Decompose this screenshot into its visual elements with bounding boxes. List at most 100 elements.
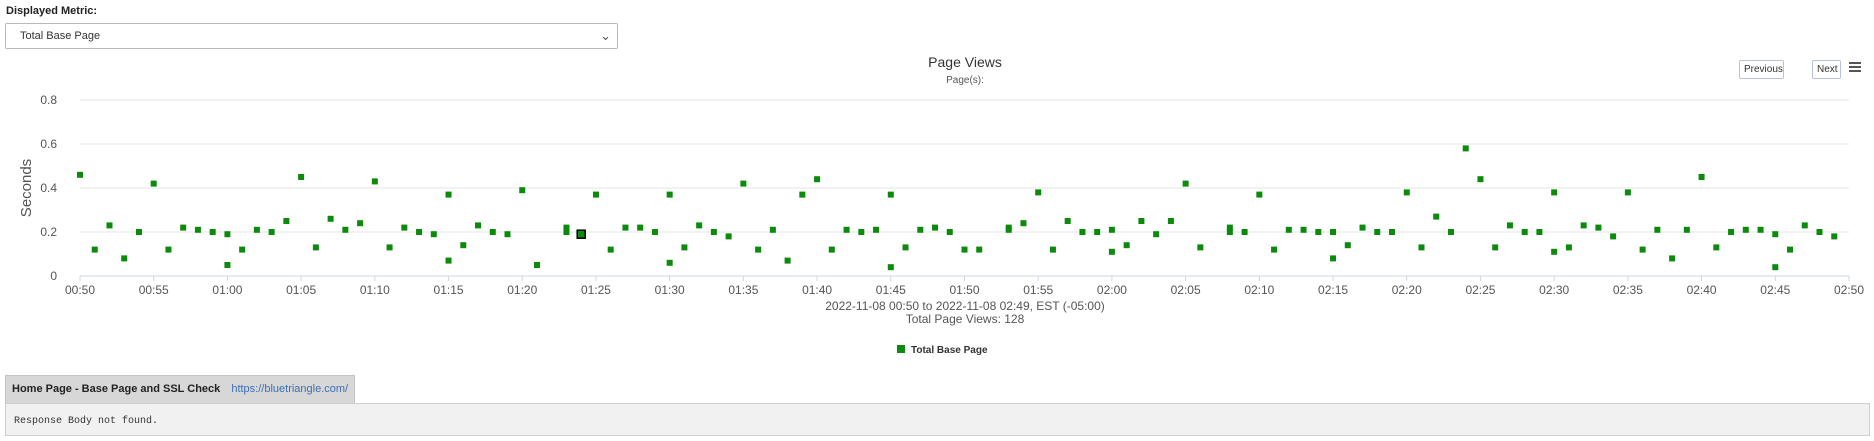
data-point (121, 255, 128, 262)
data-point (932, 224, 939, 231)
x-tick-label: 01:10 (360, 283, 390, 297)
data-point (666, 191, 673, 198)
data-point (1330, 255, 1337, 262)
menu-icon[interactable] (1849, 62, 1861, 72)
detail-tab-url-link[interactable]: https://bluetriangle.com/ (231, 383, 349, 395)
data-point (371, 178, 378, 185)
x-tick-label: 01:15 (434, 283, 464, 297)
data-point (1492, 244, 1499, 251)
data-point (1167, 218, 1174, 224)
detail-tab[interactable]: Home Page - Base Page and SSL Check http… (5, 375, 356, 403)
data-point (710, 229, 717, 235)
data-point (504, 231, 511, 238)
x-tick-label: 01:30 (655, 283, 685, 297)
data-point (563, 224, 570, 231)
data-point (1654, 226, 1661, 233)
data-point (696, 222, 703, 229)
data-point (533, 262, 540, 268)
chart-subtitle: Page(s): (946, 75, 984, 86)
data-point (681, 244, 688, 251)
data-point (312, 244, 319, 251)
data-point (1138, 218, 1145, 224)
data-point (1300, 226, 1307, 233)
data-point (1374, 229, 1381, 235)
data-point (1551, 248, 1558, 255)
next-button[interactable]: Next (1812, 60, 1841, 79)
previous-button[interactable]: Previous (1739, 60, 1784, 79)
data-point (1536, 229, 1543, 235)
x-tick-label: 02:30 (1539, 283, 1569, 297)
data-point (1108, 248, 1115, 255)
data-point (858, 229, 865, 235)
data-point (1197, 244, 1204, 251)
data-point (666, 259, 673, 266)
data-point (1064, 218, 1071, 224)
data-point (1683, 226, 1690, 233)
y-tick-label: 0 (50, 269, 57, 283)
metric-select[interactable]: Total Base Page ⌄ (5, 23, 618, 49)
x-axis-label: 2022-11-08 00:50 to 2022-11-08 02:49, ES… (825, 299, 1105, 313)
data-point (357, 220, 364, 227)
data-point (1123, 242, 1130, 249)
data-point (755, 246, 762, 253)
data-point (622, 224, 629, 231)
data-point (489, 229, 496, 235)
chevron-down-icon: ⌄ (600, 28, 611, 43)
x-tick-label: 02:50 (1834, 283, 1864, 297)
data-point (91, 246, 98, 253)
data-point (1669, 255, 1676, 262)
data-point (1595, 224, 1602, 231)
data-point (1506, 222, 1513, 229)
x-tick-label: 02:05 (1171, 283, 1201, 297)
data-point (1108, 226, 1115, 233)
x-tick-label: 02:20 (1392, 283, 1422, 297)
data-point (327, 215, 334, 222)
data-point (298, 174, 305, 180)
data-point (651, 229, 658, 235)
data-point (814, 176, 821, 183)
x-tick-label: 02:45 (1760, 283, 1790, 297)
data-point (887, 264, 894, 271)
x-tick-label: 01:35 (728, 283, 758, 297)
data-point (460, 242, 467, 249)
data-point (1035, 189, 1042, 196)
data-point (1079, 229, 1086, 235)
data-point (268, 229, 275, 235)
data-point (1330, 229, 1337, 235)
chart-caption: Total Page Views: 128 (906, 312, 1025, 326)
data-point (1094, 229, 1101, 235)
data-point (1447, 229, 1454, 235)
x-tick-label: 01:05 (286, 283, 316, 297)
x-tick-label: 01:40 (802, 283, 832, 297)
data-point (740, 180, 747, 187)
chart-title: Page Views (928, 54, 1002, 70)
x-tick-label: 02:40 (1687, 283, 1717, 297)
data-point (1418, 244, 1425, 251)
data-point (1182, 180, 1189, 187)
y-tick-label: 0.6 (40, 137, 57, 151)
data-point (1403, 189, 1410, 196)
data-point (135, 229, 142, 235)
data-point (1241, 229, 1248, 235)
data-point (1580, 222, 1587, 229)
data-point (1433, 213, 1440, 220)
data-point (769, 226, 776, 233)
data-point (1153, 231, 1160, 238)
data-point (1610, 233, 1617, 240)
x-tick-label: 02:25 (1465, 283, 1495, 297)
data-point (194, 226, 201, 233)
x-tick-label: 02:00 (1097, 283, 1127, 297)
data-point (1256, 191, 1263, 198)
data-point (224, 262, 231, 268)
data-point (1359, 224, 1366, 231)
x-tick-label: 02:10 (1244, 283, 1274, 297)
data-point (637, 224, 644, 231)
data-point (784, 257, 791, 264)
x-tick-label: 02:15 (1318, 283, 1348, 297)
y-axis-label: Seconds (18, 159, 35, 217)
data-point (1772, 231, 1779, 238)
data-point (1624, 189, 1631, 196)
x-tick-label: 00:50 (65, 283, 95, 297)
data-point (1565, 244, 1572, 251)
data-point (165, 246, 172, 253)
